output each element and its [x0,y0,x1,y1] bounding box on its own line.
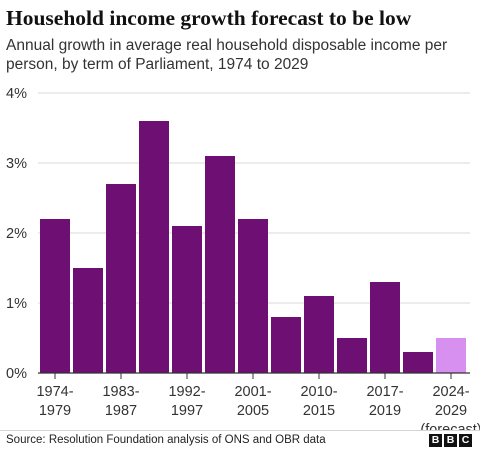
x-tick-label: 2001- [234,384,271,400]
x-tick-label: 1997 [171,403,203,419]
bar [40,219,70,373]
x-tick-label: 2015 [303,403,335,419]
x-tick-label: 1992- [168,384,205,400]
x-tick-label: 1974- [36,384,73,400]
bar [337,338,367,373]
bar [73,268,103,373]
x-tick-label: 2029 [435,403,467,419]
bar [304,296,334,373]
bar [403,352,433,373]
x-tick-label: (forecast) [420,422,480,430]
x-tick-label: 2010- [300,384,337,400]
y-tick-label: 2% [6,226,27,242]
x-tick-label: 2019 [369,403,401,419]
bar [139,121,169,373]
bar [271,317,301,373]
source-note: Source: Resolution Foundation analysis o… [6,434,326,446]
bar [205,156,235,373]
footer-divider [0,430,480,431]
bbc-logo: B B C [429,434,472,447]
bar [106,184,136,373]
bar [370,282,400,373]
x-tick-label: 2005 [237,403,269,419]
bbc-logo-letter: C [459,434,472,447]
x-tick-label: 1979 [39,403,71,419]
forecast-bar [436,338,466,373]
chart-title: Household income growth forecast to be l… [6,6,412,30]
y-tick-label: 0% [6,366,27,382]
chart-subtitle: Annual growth in average real household … [6,37,448,73]
y-tick-label: 3% [6,156,27,172]
y-tick-label: 4% [6,86,27,102]
bbc-logo-letter: B [429,434,442,447]
y-tick-label: 1% [6,296,27,312]
x-tick-label: 1987 [105,403,137,419]
x-tick-label: 2017- [366,384,403,400]
bar [172,226,202,373]
x-tick-label: 2024- [432,384,469,400]
bbc-logo-letter: B [444,434,457,447]
bar [238,219,268,373]
x-tick-label: 1983- [102,384,139,400]
bar-chart: 0% 1% 2% 3% 4% 1974- 1979 1983- 1987 1992- 1997 200… [6,86,480,430]
